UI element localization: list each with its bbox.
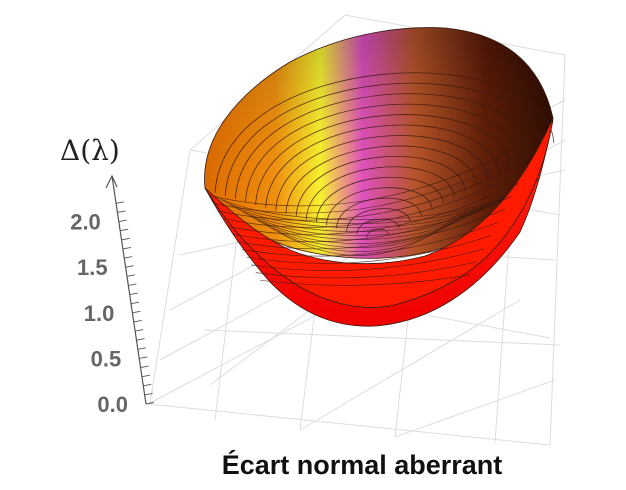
shell-contour bbox=[260, 274, 470, 286]
x-axis-label: Écart normal aberrant bbox=[222, 449, 503, 480]
outer-mesh-lines bbox=[209, 130, 547, 286]
shell-contour bbox=[228, 183, 519, 235]
z-minor-tick bbox=[121, 237, 130, 241]
z-tick-label: 0.0 bbox=[97, 392, 128, 417]
z-minor-tick bbox=[130, 301, 140, 305]
z-minor-tick bbox=[145, 402, 155, 405]
z-minor-tick bbox=[126, 274, 136, 277]
z-minor-tick bbox=[120, 228, 129, 232]
z-minor-tick bbox=[129, 292, 138, 296]
grid-line bbox=[494, 229, 511, 444]
mesh-contour bbox=[277, 213, 460, 256]
mesh-contour bbox=[245, 103, 522, 202]
z-minor-tick bbox=[118, 219, 127, 223]
z-axis-label: Δ(λ) bbox=[60, 134, 120, 167]
mesh-contour bbox=[235, 93, 533, 199]
z-minor-tick bbox=[115, 201, 125, 204]
z-tick-label: 1.5 bbox=[77, 255, 108, 280]
shell-contour bbox=[255, 261, 477, 279]
shell-contour bbox=[251, 248, 484, 271]
shell-contour bbox=[237, 209, 505, 250]
z-minor-tick bbox=[125, 265, 134, 268]
z-minor-tick bbox=[128, 283, 137, 286]
z-minor-tick bbox=[139, 356, 148, 359]
z-minor-tick bbox=[144, 392, 153, 396]
shell-contour bbox=[223, 169, 526, 228]
z-minor-tick bbox=[122, 247, 131, 250]
z-minor-tick bbox=[141, 374, 151, 378]
mesh-contour bbox=[242, 193, 505, 236]
shell-contour bbox=[241, 222, 498, 257]
grid-line bbox=[394, 379, 556, 438]
z-axis-arrow bbox=[105, 174, 118, 189]
z-minor-tick bbox=[117, 210, 126, 213]
mesh-contour bbox=[295, 156, 466, 217]
z-tick-label: 0.5 bbox=[91, 346, 122, 371]
mesh-contour bbox=[263, 205, 478, 248]
mesh-contour bbox=[326, 187, 433, 226]
shell-contour bbox=[232, 196, 512, 243]
shell-contour bbox=[209, 130, 547, 207]
mesh-contour bbox=[256, 201, 487, 244]
mesh-contour bbox=[255, 114, 511, 205]
grid-line bbox=[299, 299, 521, 431]
grid-line bbox=[549, 54, 566, 446]
z-minor-ticks bbox=[115, 201, 155, 405]
z-minor-tick bbox=[137, 347, 146, 350]
mesh-contour bbox=[249, 197, 496, 240]
front-rim bbox=[204, 117, 554, 308]
grid-line bbox=[147, 299, 346, 405]
grid-line bbox=[149, 149, 191, 405]
z-axis: 0.0 0.5 1.0 1.5 2.0 Δ(λ) bbox=[60, 134, 155, 417]
z-minor-tick bbox=[136, 338, 145, 341]
z-tick-label: 2.0 bbox=[70, 210, 101, 235]
z-minor-tick bbox=[135, 329, 144, 332]
z-tick-labels: 0.0 0.5 1.0 1.5 2.0 bbox=[70, 210, 128, 417]
z-minor-tick bbox=[143, 383, 152, 387]
mesh-contour bbox=[305, 166, 455, 220]
z-minor-tick bbox=[124, 256, 133, 259]
z-minor-tick bbox=[133, 319, 142, 323]
z-minor-tick bbox=[140, 365, 149, 368]
shell-contour bbox=[246, 235, 491, 264]
mesh-contour bbox=[270, 209, 469, 252]
z-tick-label: 1.0 bbox=[84, 301, 115, 326]
shell-contour bbox=[214, 143, 540, 214]
z-minor-tick bbox=[132, 310, 141, 314]
shell-contour bbox=[218, 156, 533, 221]
grid-line bbox=[204, 329, 561, 346]
bowl-surface bbox=[204, 27, 555, 327]
inner-shade bbox=[204, 27, 553, 259]
z-axis-line bbox=[111, 175, 147, 405]
grid-line bbox=[147, 403, 551, 446]
